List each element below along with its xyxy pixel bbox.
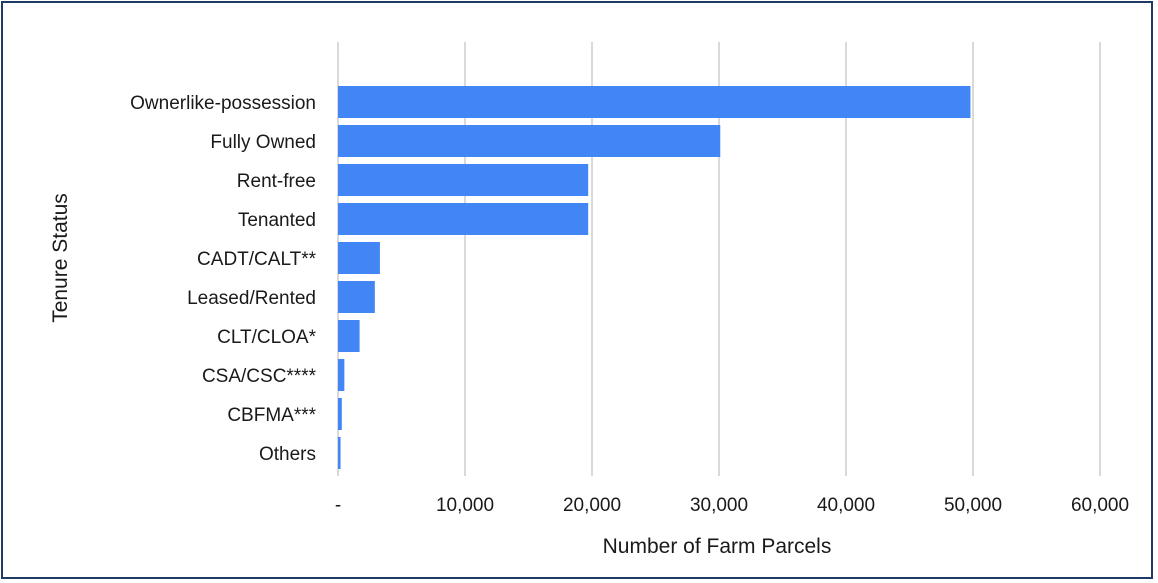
category-label-leased-rented: Leased/Rented [187, 288, 316, 309]
category-label-clt-cloa: CLT/CLOA* [217, 327, 317, 348]
x-tick-label-4: 40,000 [817, 495, 875, 516]
x-tick-label-0: - [335, 495, 341, 516]
bar-tenanted [338, 203, 589, 235]
category-label-cadt-calt: CADT/CALT** [197, 249, 317, 270]
x-axis-label: Number of Farm Parcels [603, 535, 832, 558]
category-label-tenanted: Tenanted [238, 210, 316, 231]
x-tick-label-2: 20,000 [563, 495, 621, 516]
category-labels: Ownerlike-possession Fully Owned Rent-free… [130, 93, 316, 465]
category-label-csa-csc: CSA/CSC**** [202, 366, 317, 387]
x-tick-labels: - 10,000 20,000 30,000 40,000 50,000 60,000 [335, 495, 1129, 516]
bar-clt-cloa [338, 320, 360, 352]
category-label-rent-free: Rent-free [237, 171, 316, 192]
category-label-others: Others [259, 444, 316, 465]
category-label-fully-owned: Fully Owned [210, 132, 316, 153]
bar-leased-rented [338, 281, 375, 313]
bar-csa-csc [338, 359, 345, 391]
x-tick-label-1: 10,000 [436, 495, 494, 516]
x-tick-label-6: 60,000 [1071, 495, 1129, 516]
x-tick-label-3: 30,000 [690, 495, 748, 516]
y-axis-label: Tenure Status [49, 193, 72, 323]
bars [338, 86, 971, 469]
bar-others [338, 437, 341, 469]
bar-cadt-calt [338, 242, 380, 274]
bar-ownerlike-possession [338, 86, 971, 118]
category-label-ownerlike-possession: Ownerlike-possession [130, 93, 316, 114]
x-tick-label-5: 50,000 [944, 495, 1002, 516]
bar-rent-free [338, 164, 589, 196]
bar-fully-owned [338, 125, 721, 157]
bar-cbfma [338, 398, 342, 430]
category-label-cbfma: CBFMA*** [227, 405, 316, 426]
